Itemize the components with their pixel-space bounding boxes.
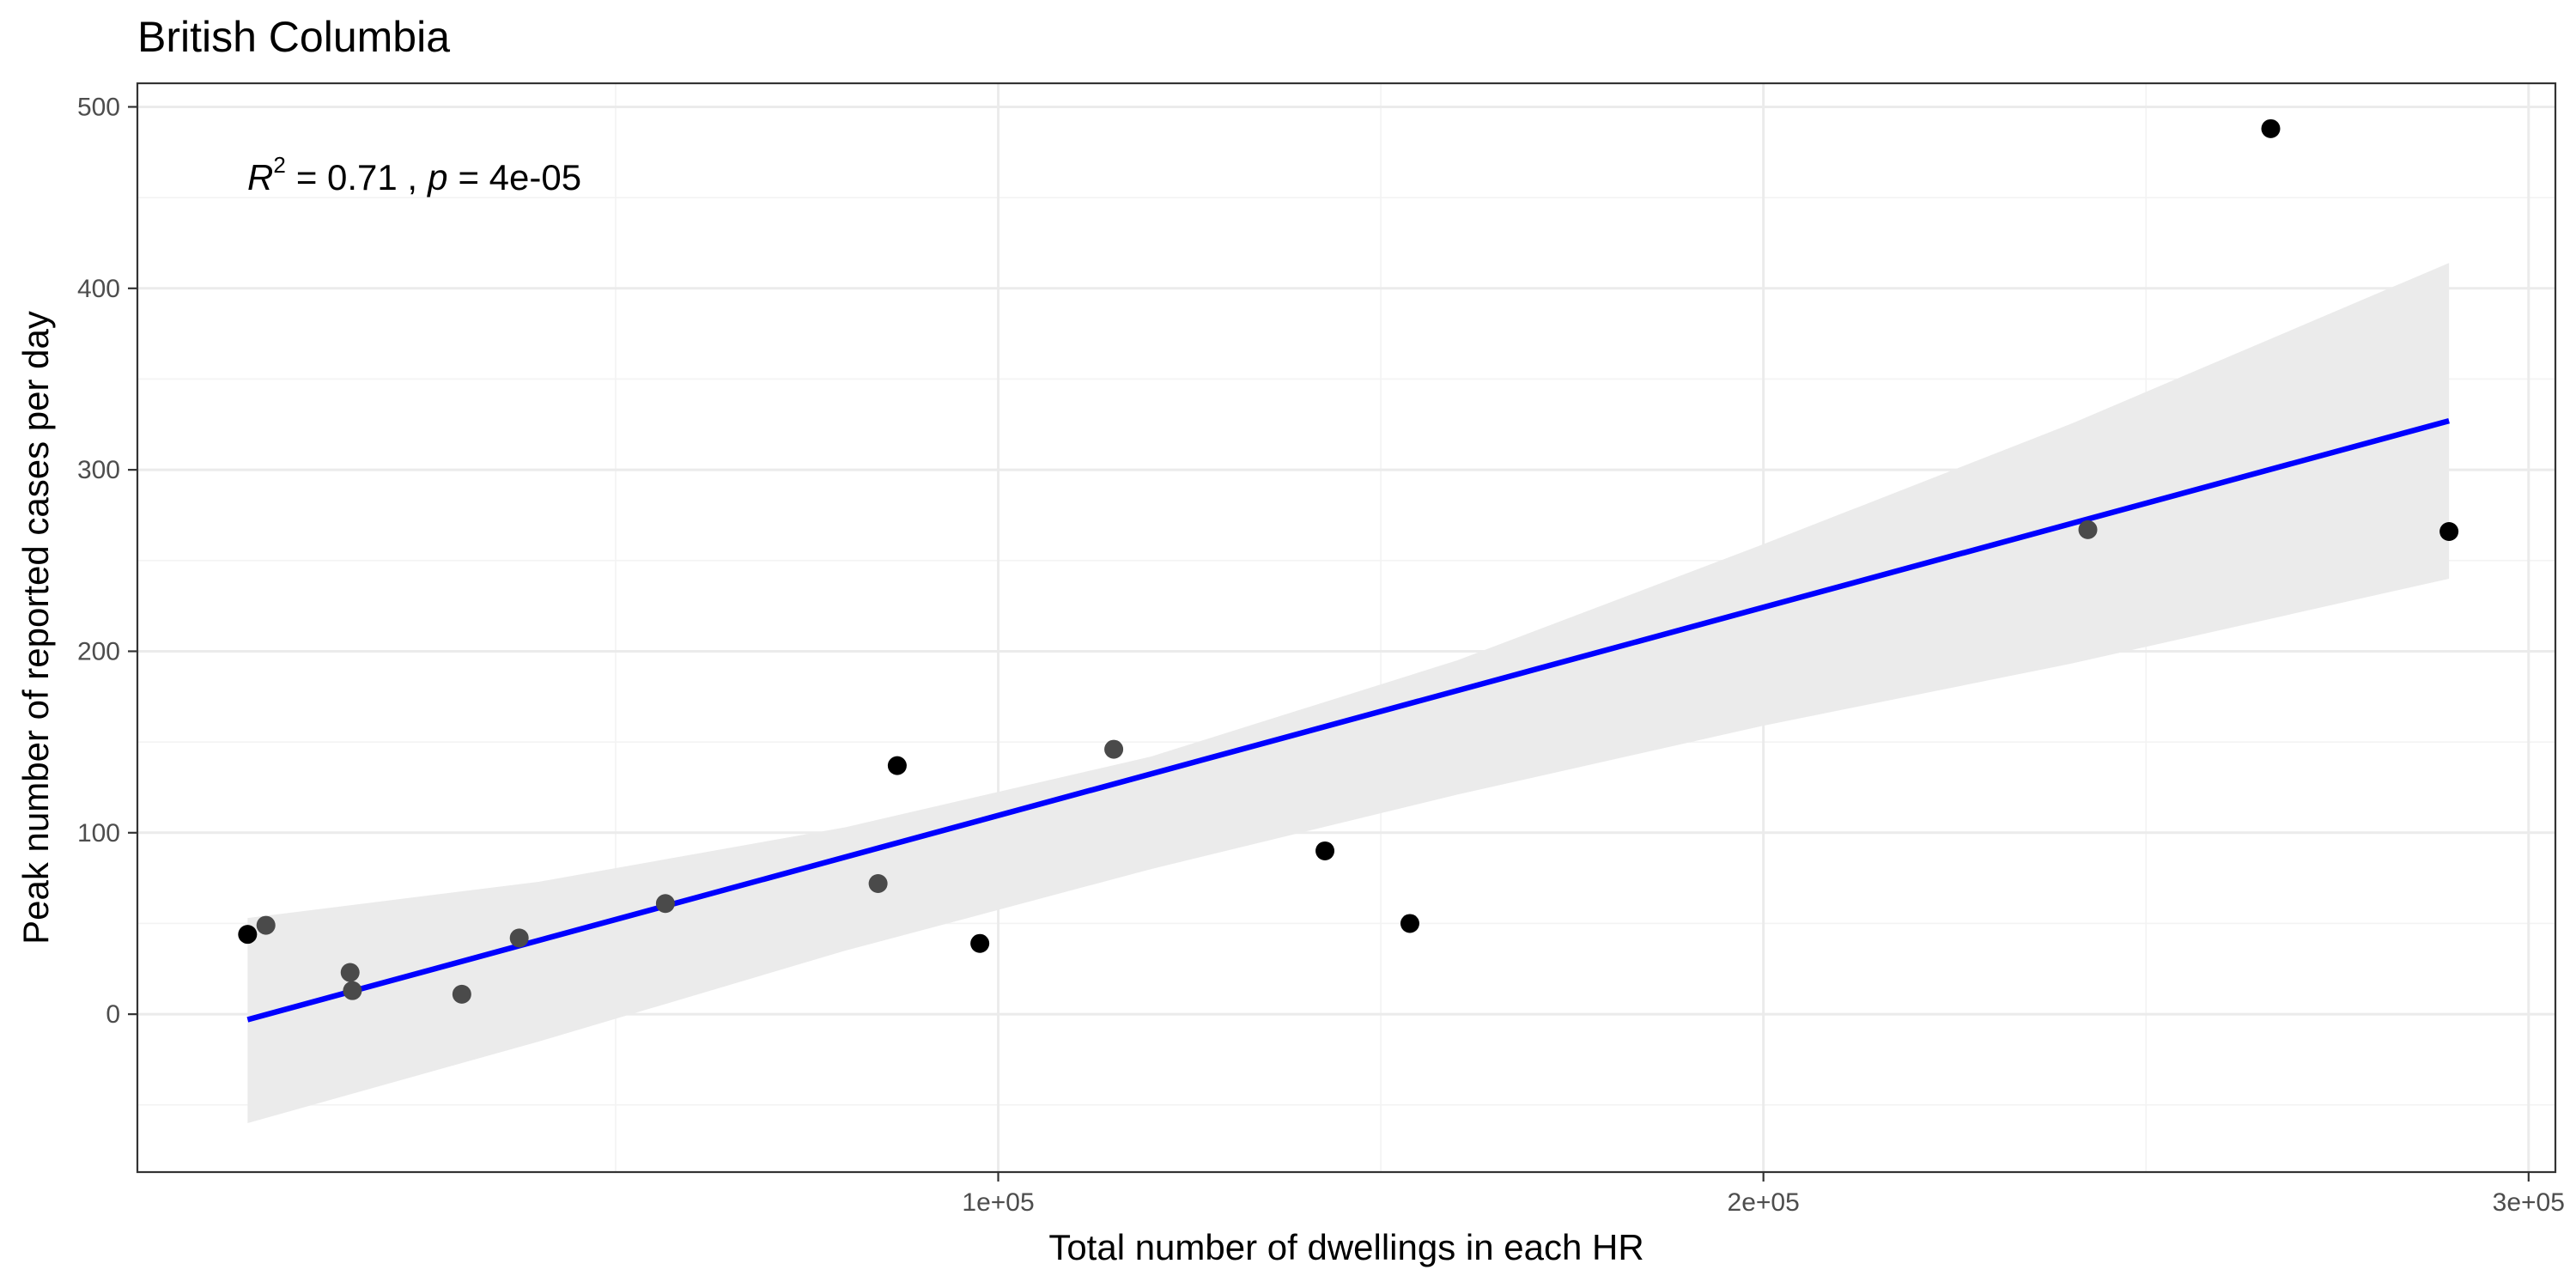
y-tick-label-2: 200	[77, 637, 120, 665]
y-tick-label-5: 500	[77, 93, 120, 121]
data-point-9	[970, 933, 990, 953]
fit-line	[246, 417, 2450, 1023]
plot-panel-border	[136, 82, 2557, 1174]
chart-title: British Columbia	[137, 13, 450, 61]
confidence-band-layer	[247, 263, 2450, 1123]
data-point-4	[452, 984, 471, 1004]
data-point-5	[509, 928, 529, 948]
x-axis: 1e+05 2e+05 3e+05	[962, 1172, 2565, 1217]
data-point-2	[340, 963, 360, 982]
data-point-14	[2261, 118, 2281, 138]
y-tick-label-0: 0	[106, 1000, 120, 1029]
y-axis: 0 100 200 300 400 500	[77, 93, 137, 1029]
x-tick-label-1: 2e+05	[1728, 1188, 1800, 1217]
data-point-3	[343, 981, 362, 1000]
data-point-11	[1315, 841, 1335, 860]
r-squared-value: = 0.71 ,	[296, 157, 417, 197]
p-value-value: = 4e-05	[458, 157, 581, 197]
y-tick-label-3: 300	[77, 456, 120, 484]
x-axis-title: Total number of dwellings in each HR	[1048, 1227, 1643, 1267]
data-point-12	[1400, 914, 1419, 933]
x-tick-label-2: 3e+05	[2493, 1188, 2565, 1217]
data-point-7	[868, 873, 888, 893]
y-tick-label-1: 100	[77, 819, 120, 848]
data-points	[238, 118, 2459, 1004]
data-point-15	[2439, 521, 2459, 541]
data-point-13	[2078, 519, 2098, 539]
data-point-1	[256, 915, 276, 935]
fit-line-layer	[246, 417, 2450, 1023]
data-point-8	[887, 756, 907, 775]
y-tick-label-4: 400	[77, 275, 120, 303]
data-point-6	[655, 894, 675, 914]
fit-statistics-annotation: R2 = 0.71 , p = 4e-05	[247, 152, 581, 197]
x-tick-label-0: 1e+05	[962, 1188, 1034, 1217]
p-value-symbol: p	[426, 157, 447, 197]
r-squared-exponent: 2	[273, 152, 285, 178]
r-squared-symbol: R	[247, 157, 273, 197]
confidence-band	[247, 263, 2450, 1123]
data-point-10	[1104, 739, 1124, 759]
data-point-0	[238, 925, 258, 945]
y-axis-title: Peak number of reported cases per day	[15, 311, 56, 945]
